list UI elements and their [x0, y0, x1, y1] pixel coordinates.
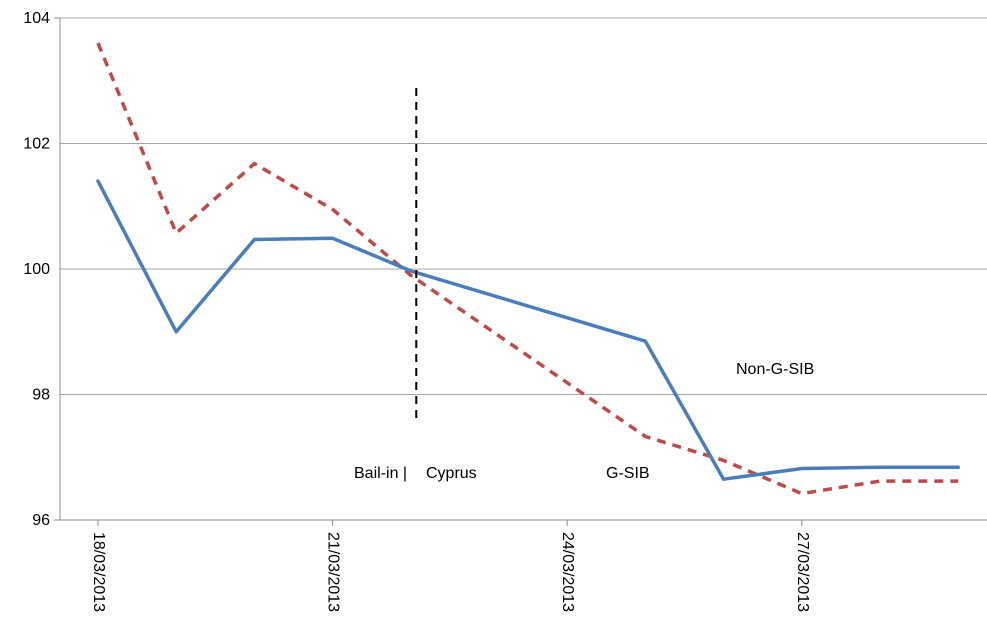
series-label-non-g-sib: Non-G-SIB: [736, 361, 814, 378]
y-tick-label: 100: [23, 261, 50, 278]
y-tick-label: 98: [32, 387, 50, 404]
x-tick-label: 24/03/2013: [559, 532, 576, 612]
series-lines: [96, 42, 960, 496]
y-tick-label: 104: [23, 10, 50, 27]
event-label-bail-in: Bail-in |: [354, 465, 407, 482]
x-tick-label: 18/03/2013: [90, 532, 107, 612]
series-line-g-sib: [96, 42, 959, 496]
labels: 96 98 100 102 104 18/03/2013 21/03/2013 24/03/2…: [23, 10, 811, 612]
event-label-cyprus: Cyprus: [426, 465, 477, 482]
series-label-g-sib: G-SIB: [606, 465, 650, 482]
gridlines: [60, 17, 987, 395]
axes: [54, 17, 987, 526]
y-tick-label: 102: [23, 136, 50, 153]
y-tick-label: 96: [32, 512, 50, 529]
series-line-non-g-sib: [96, 179, 960, 481]
x-tick-label: 27/03/2013: [794, 532, 811, 612]
x-tick-label: 21/03/2013: [325, 532, 342, 612]
